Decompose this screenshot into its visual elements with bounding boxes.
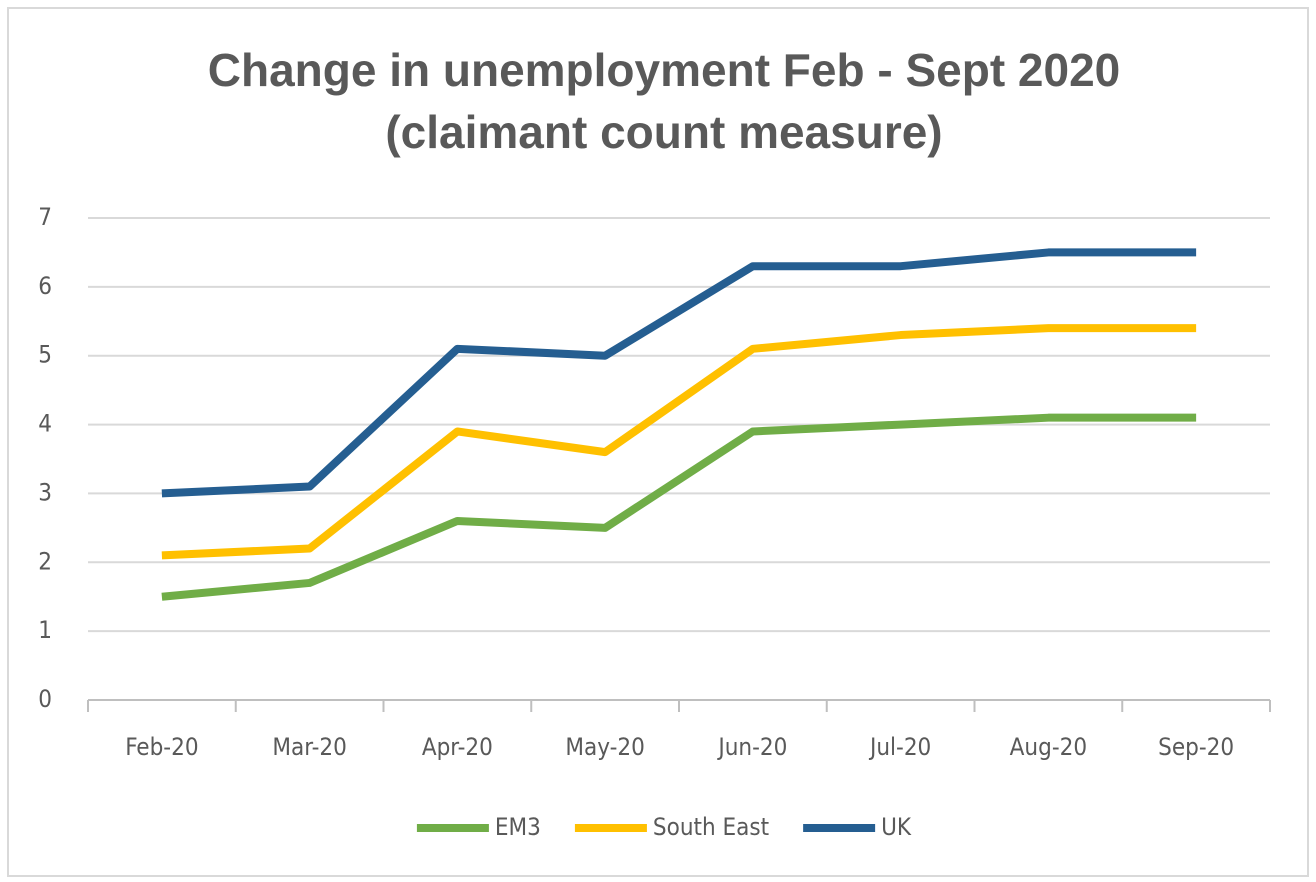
series-line xyxy=(161,413,1197,601)
chart-border xyxy=(7,7,1309,877)
series-line xyxy=(161,248,1197,498)
chart-title: (claimant count measure) xyxy=(385,106,942,158)
x-tick-label: Sep-20 xyxy=(1158,733,1234,761)
y-tick-label: 0 xyxy=(38,685,52,713)
y-tick-label: 3 xyxy=(38,478,52,506)
legend-label: South East xyxy=(653,813,769,841)
x-tick-label: Aug-20 xyxy=(1010,733,1087,761)
x-tick-label: Apr-20 xyxy=(422,733,493,761)
y-tick-label: 6 xyxy=(38,272,52,300)
y-tick-label: 5 xyxy=(38,341,52,369)
legend-label: UK xyxy=(881,813,912,841)
chart-title: Change in unemployment Feb - Sept 2020 xyxy=(208,44,1121,96)
x-tick-label: Feb-20 xyxy=(125,733,198,761)
x-tick-label: Jun-20 xyxy=(716,733,787,761)
y-tick-label: 2 xyxy=(38,547,52,575)
x-tick-label: Mar-20 xyxy=(272,733,346,761)
legend-label: EM3 xyxy=(495,813,541,841)
x-tick-label: Jul-20 xyxy=(868,733,931,761)
series-line xyxy=(161,324,1197,560)
y-tick-label: 1 xyxy=(38,616,52,644)
y-tick-label: 7 xyxy=(38,203,52,231)
x-tick-label: May-20 xyxy=(565,733,644,761)
y-tick-label: 4 xyxy=(38,410,52,438)
